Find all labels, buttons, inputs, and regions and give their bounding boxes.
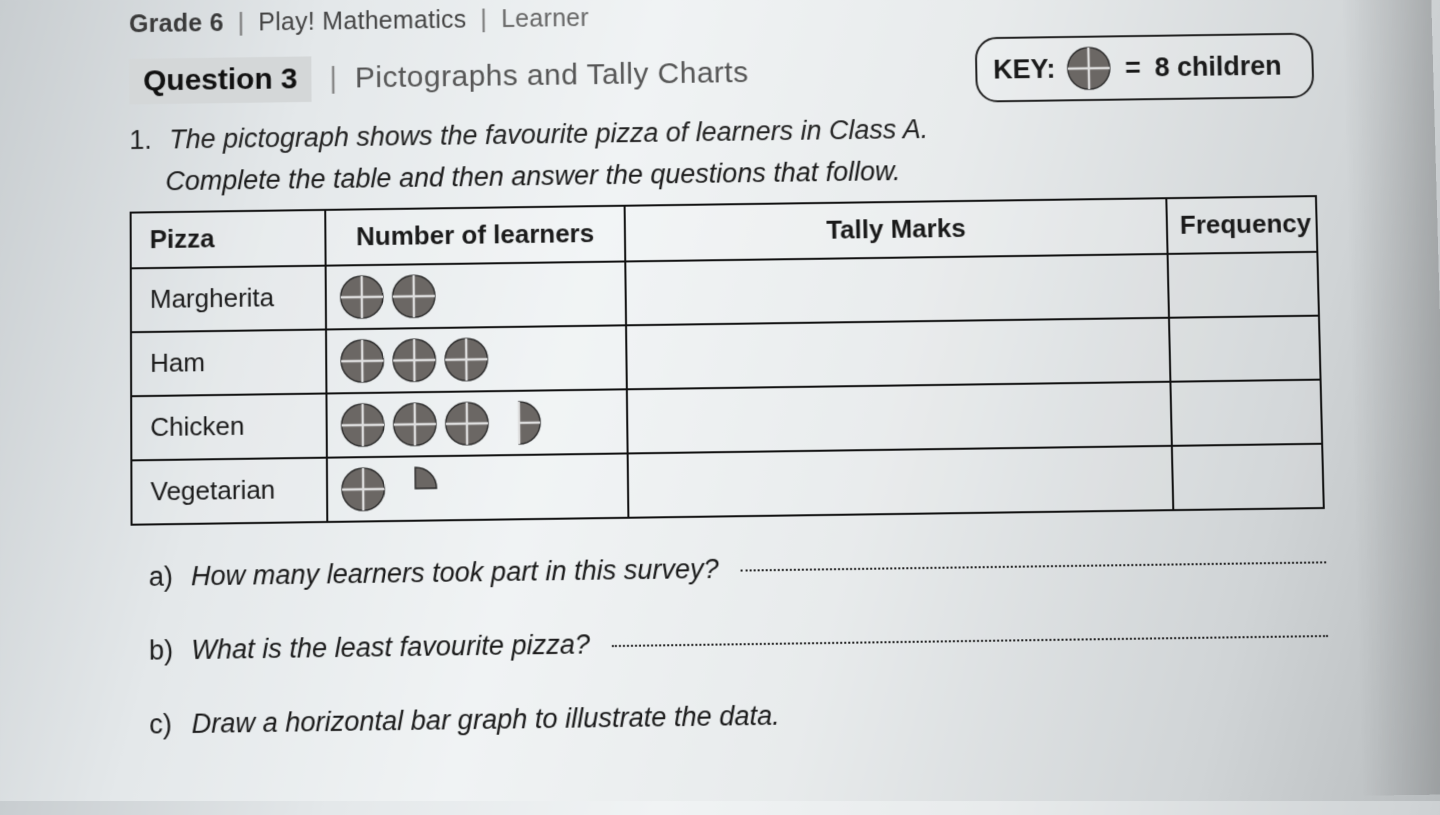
separator: | [238, 9, 245, 38]
freq-cell[interactable] [1168, 251, 1319, 317]
page-header: Grade 6 | Play! Mathematics | Learner [129, 0, 1313, 39]
row-label: Margherita [131, 265, 326, 332]
tally-cell[interactable] [628, 445, 1174, 517]
subquestion-b: b) What is the least favourite pizza? [149, 612, 1329, 672]
subquestion-c: c) Draw a horizontal bar graph to illust… [149, 686, 1330, 746]
row-icons [326, 325, 627, 393]
row-label: Ham [131, 329, 326, 396]
th-tally: Tally Marks [625, 198, 1168, 261]
answer-line[interactable] [741, 561, 1326, 571]
key-label: KEY: [993, 53, 1056, 85]
learner-label: Learner [501, 4, 589, 34]
key-value: 8 children [1154, 50, 1282, 82]
sub-b-label: b) [149, 629, 177, 673]
q1-number: 1. [129, 125, 152, 155]
answer-line[interactable] [612, 635, 1328, 647]
row-icons [326, 389, 627, 457]
tally-cell[interactable] [626, 317, 1170, 389]
separator: | [329, 62, 337, 96]
pizza-icon [339, 273, 385, 320]
sub-a-label: a) [149, 555, 177, 599]
tally-cell[interactable] [627, 381, 1172, 453]
pizza-icon [392, 465, 439, 512]
pizza-icon [340, 401, 386, 448]
pizza-icon [339, 337, 385, 384]
row-label: Vegetarian [131, 457, 327, 524]
pizza-icon [496, 399, 543, 446]
pizza-icon [444, 400, 491, 447]
sub-b-text: What is the least favourite pizza? [191, 623, 590, 672]
pizza-icon [340, 465, 386, 512]
sub-a-text: How many learners took part in this surv… [191, 547, 719, 598]
question-label: Question 3 [129, 56, 311, 104]
separator: | [480, 6, 487, 35]
pictograph-table: Pizza Number of learners Tally Marks Fre… [130, 195, 1325, 526]
pizza-icon [1065, 45, 1112, 91]
row-label: Chicken [131, 393, 327, 460]
pizza-icon [392, 400, 438, 447]
freq-cell[interactable] [1172, 443, 1324, 509]
grade-label: Grade 6 [129, 9, 224, 39]
subquestion-a: a) How many learners took part in this s… [149, 539, 1327, 599]
th-pizza: Pizza [131, 209, 326, 267]
key-equals: = [1125, 52, 1141, 83]
th-freq: Frequency [1166, 196, 1317, 254]
key-box: KEY: = 8 children [975, 33, 1315, 103]
freq-cell[interactable] [1170, 379, 1322, 445]
book-title: Play! Mathematics [258, 6, 466, 38]
sub-c-label: c) [149, 703, 177, 747]
freq-cell[interactable] [1169, 315, 1321, 381]
pizza-icon [391, 336, 437, 383]
q1-body: The pictograph shows the favourite pizza… [169, 114, 928, 154]
sub-c-text: Draw a horizontal bar graph to illustrat… [192, 694, 781, 746]
row-icons [327, 453, 629, 522]
tally-cell[interactable] [625, 253, 1169, 324]
th-learners: Number of learners [325, 205, 625, 265]
pizza-icon [391, 273, 437, 320]
question-title: Pictographs and Tally Charts [355, 56, 749, 95]
row-icons [326, 261, 626, 329]
pizza-icon [443, 336, 489, 383]
